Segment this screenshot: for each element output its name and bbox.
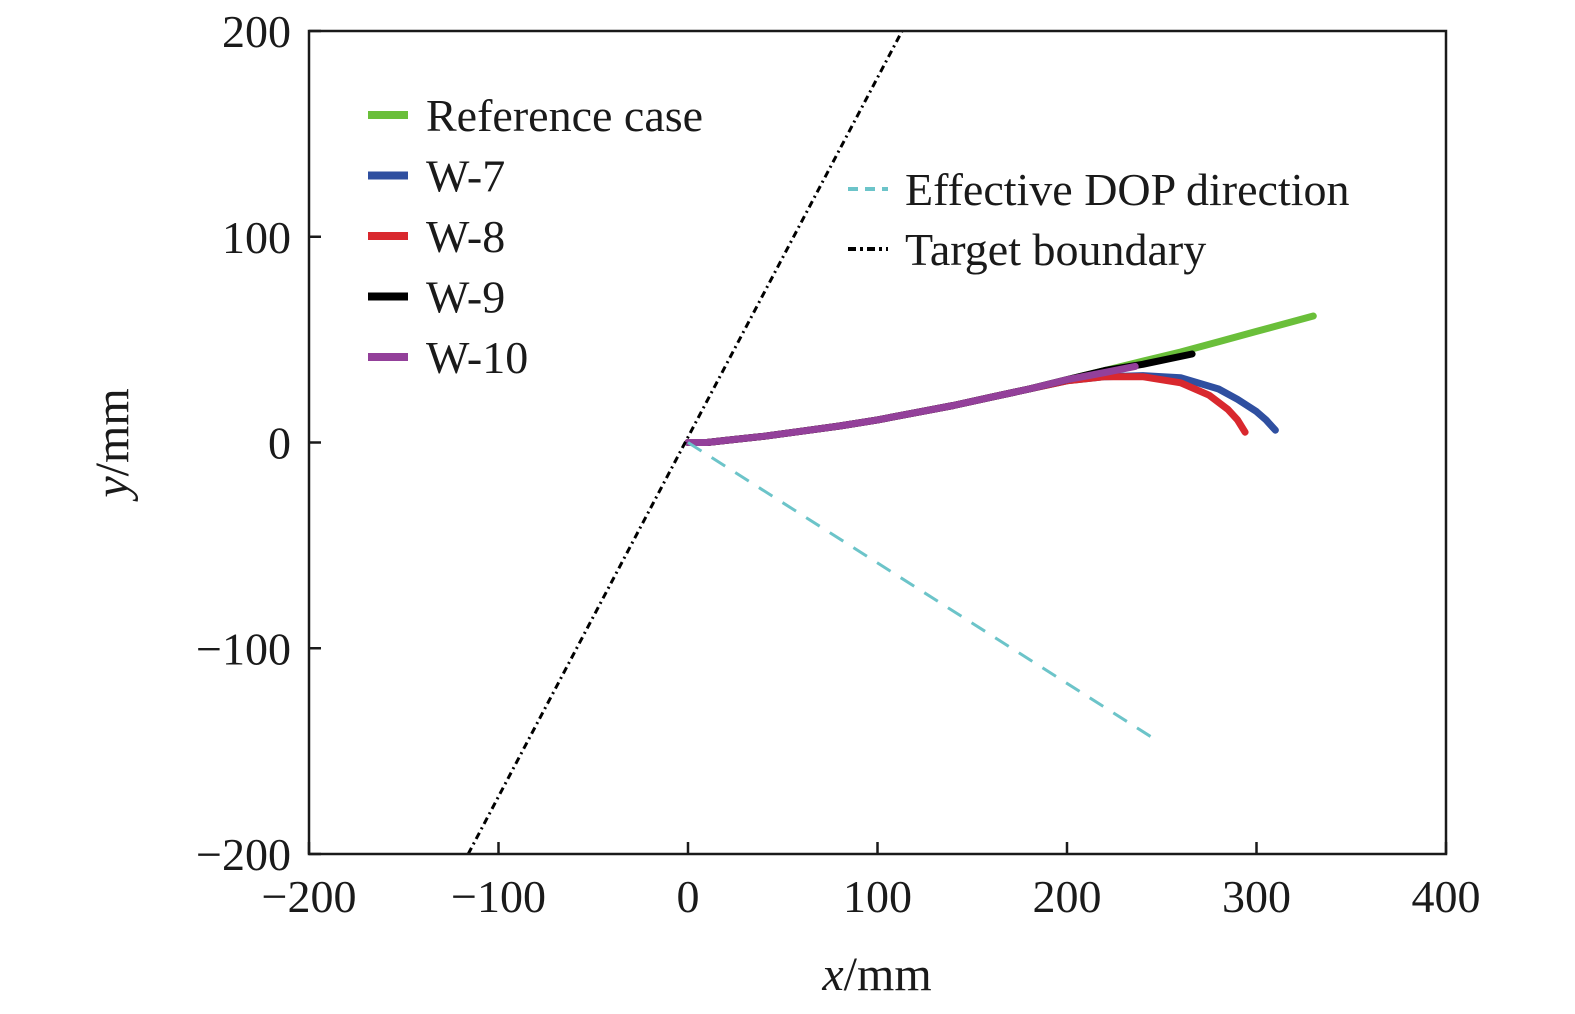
ticks-layer: −200 −100 0 100 200 300 400 −200 −100 0 100 200 (196, 6, 1480, 922)
y-axis-title: y/mm (86, 388, 139, 502)
x-tick-label: 200 (1033, 871, 1102, 922)
legend-label-w-9: W-9 (426, 272, 505, 323)
legend-label-w-10: W-10 (426, 332, 528, 383)
y-tick-label: 0 (268, 418, 291, 469)
x-tick-label: 300 (1222, 871, 1291, 922)
y-tick-label: −200 (196, 829, 291, 880)
legend-label-w-7: W-7 (426, 151, 505, 202)
y-axis-variable: y (86, 476, 139, 503)
series-line-effective-dop-direction (687, 441, 1156, 741)
x-tick-label: 100 (843, 871, 912, 922)
x-tick-label: 400 (1412, 871, 1481, 922)
x-tick-label: 0 (677, 871, 700, 922)
x-axis-unit: /mm (844, 948, 932, 1001)
legend-layer: Reference case W-7 W-8 W-9 W-10 Effective DOP… (368, 90, 1350, 383)
y-tick-label: 100 (222, 212, 291, 263)
y-tick-label: −100 (196, 623, 291, 674)
legend-label-reference-case: Reference case (426, 90, 703, 141)
legend-label-effective-dop-direction: Effective DOP direction (905, 164, 1350, 215)
y-tick-label: 200 (222, 6, 291, 57)
legend-label-w-8: W-8 (426, 211, 505, 262)
series-line-w-10 (684, 362, 1139, 446)
series-line-reference-case (684, 312, 1317, 446)
legend-label-target-boundary: Target boundary (905, 224, 1206, 275)
x-axis-title: x/mm (821, 948, 931, 1001)
y-axis-unit: /mm (86, 388, 139, 476)
x-tick-label: −100 (451, 871, 546, 922)
series-layer (466, 31, 1317, 854)
x-axis-variable: x (821, 948, 843, 1001)
x-tick-label: −200 (262, 871, 357, 922)
series-line-target-boundary (466, 31, 904, 854)
